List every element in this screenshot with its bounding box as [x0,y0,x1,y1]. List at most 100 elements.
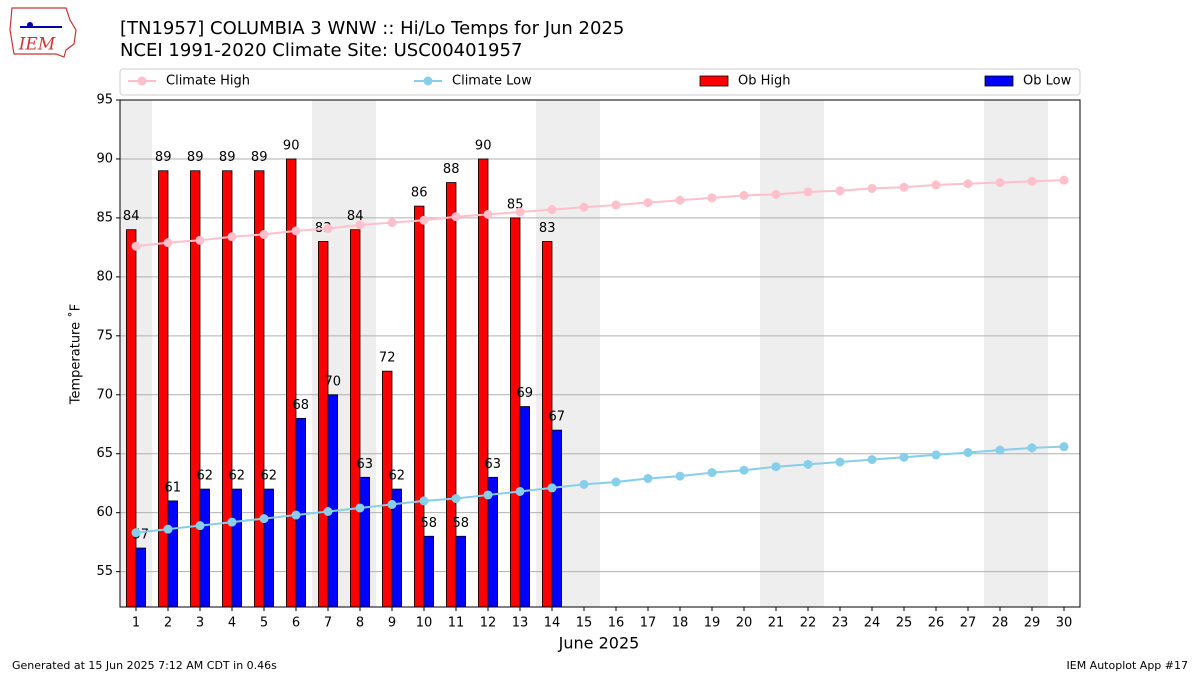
line-marker [131,528,141,538]
line-marker [899,182,909,192]
data-label: 63 [485,457,502,472]
data-label: 89 [187,150,204,165]
line-marker [675,195,685,205]
x-tick-label: 8 [356,616,364,631]
data-label: 86 [411,186,428,201]
y-tick-label: 90 [96,151,113,166]
line-marker [515,207,525,217]
x-tick-label: 11 [448,616,465,631]
x-tick-label: 27 [960,616,977,631]
line-marker [867,455,877,465]
line-marker [899,452,909,462]
legend-label: Climate High [166,74,250,89]
line-marker [515,486,525,496]
data-label: 89 [155,150,172,165]
x-tick-label: 29 [1024,616,1041,631]
bar [317,241,329,608]
x-tick-label: 4 [228,616,236,631]
legend-swatch [984,75,1014,87]
data-label: 62 [261,469,278,484]
x-tick-label: 16 [608,616,625,631]
bar [413,205,425,608]
line-marker [931,450,941,460]
x-tick-label: 23 [832,616,849,631]
x-tick-label: 9 [388,616,396,631]
x-tick-label: 5 [260,616,268,631]
data-label: 62 [389,469,406,484]
line-marker [259,514,269,524]
y-tick-label: 95 [96,93,113,108]
line-marker [451,494,461,504]
line-marker [323,224,333,234]
bar [551,429,563,608]
bar [126,229,137,608]
line-marker [739,191,749,201]
data-label: 72 [379,351,396,366]
y-axis-label: Temperature ˚F [68,304,84,405]
line-marker [387,218,397,228]
line-marker [195,521,205,531]
line-marker [195,235,205,245]
line-marker [1059,175,1069,185]
bar [509,217,521,608]
x-tick-label: 6 [292,616,300,631]
line-marker [995,178,1005,188]
bar [349,229,361,608]
line-marker [643,198,653,208]
x-tick-label: 25 [896,616,913,631]
bar [135,547,147,608]
y-tick-label: 80 [96,269,113,284]
x-tick-label: 19 [704,616,721,631]
legend-box [119,68,1081,96]
legend-marker [423,76,433,86]
line-marker [675,471,685,481]
data-label: 88 [443,162,460,177]
line-marker [291,510,301,520]
data-label: 83 [539,221,556,236]
line-marker [387,499,397,509]
data-label: 70 [325,374,342,389]
x-tick-label: 1 [132,616,140,631]
chart-title: [TN1957] COLUMBIA 3 WNW :: Hi/Lo Temps f… [120,18,624,39]
y-tick-label: 85 [96,210,113,225]
line-marker [611,477,621,487]
bar [359,476,371,608]
data-label: 90 [475,138,492,153]
bar [167,500,179,608]
line [135,179,1065,248]
line-marker [707,468,717,478]
weekend-shade [760,100,824,607]
plot-frame [119,99,1081,608]
line-marker [163,238,173,248]
x-tick-label: 22 [800,616,817,631]
line [135,445,1065,534]
data-label: 63 [357,457,374,472]
line-marker [835,457,845,467]
footer-left: Generated at 15 Jun 2025 7:12 AM CDT in … [12,659,277,672]
line-marker [227,232,237,242]
y-tick-label: 70 [96,387,113,402]
x-tick-label: 30 [1056,616,1073,631]
line-marker [547,483,557,493]
y-tick-label: 75 [96,328,113,343]
line-marker [707,193,717,203]
bar [423,535,435,608]
line-marker [771,189,781,199]
x-tick-label: 26 [928,616,945,631]
line-marker [835,186,845,196]
bar [199,488,211,608]
data-label: 62 [229,469,246,484]
line-marker [643,473,653,483]
line-marker [867,183,877,193]
x-axis-label: June 2025 [558,634,640,653]
legend: Climate High Climate Low Ob High Ob Low [119,68,1081,96]
data-label: 69 [517,386,534,401]
data-label: 58 [453,516,470,531]
data-label: 90 [283,138,300,153]
line-marker [611,200,621,210]
legend-label: Climate Low [452,74,532,89]
bar [327,394,339,608]
x-tick-label: 17 [640,616,657,631]
line-marker [291,226,301,236]
